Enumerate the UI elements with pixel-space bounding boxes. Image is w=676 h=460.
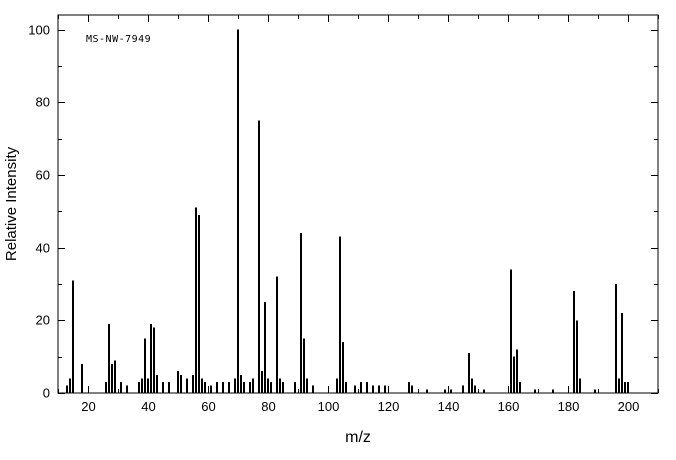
x-tick-label: 160 xyxy=(498,399,520,414)
y-tick-label: 40 xyxy=(36,241,50,256)
y-tick-label: 20 xyxy=(36,313,50,328)
x-tick-label: 120 xyxy=(378,399,400,414)
x-tick-label: 40 xyxy=(141,399,155,414)
x-tick-label: 180 xyxy=(558,399,580,414)
x-tick-label: 20 xyxy=(81,399,95,414)
plot-frame xyxy=(57,14,659,394)
x-tick-label: 100 xyxy=(318,399,340,414)
axis-ticks xyxy=(58,15,659,394)
y-tick-label: 0 xyxy=(43,386,50,401)
spectrum-id-label: MS-NW-7949 xyxy=(86,34,151,45)
spectrum-peaks xyxy=(66,29,629,393)
x-axis-title: m/z xyxy=(345,429,371,446)
axis-tick-labels: 20 40 60 80 100 120 140 160 180 200 0 20 40 60 80 100 xyxy=(28,23,639,415)
y-tick-label: 60 xyxy=(36,168,50,183)
x-tick-label: 140 xyxy=(438,399,460,414)
x-tick-label: 60 xyxy=(201,399,215,414)
y-tick-label: 80 xyxy=(36,95,50,110)
y-axis-title: Relative Intensity xyxy=(3,146,20,261)
y-tick-label: 100 xyxy=(28,23,50,38)
x-tick-label: 200 xyxy=(618,399,640,414)
x-tick-label: 80 xyxy=(261,399,275,414)
